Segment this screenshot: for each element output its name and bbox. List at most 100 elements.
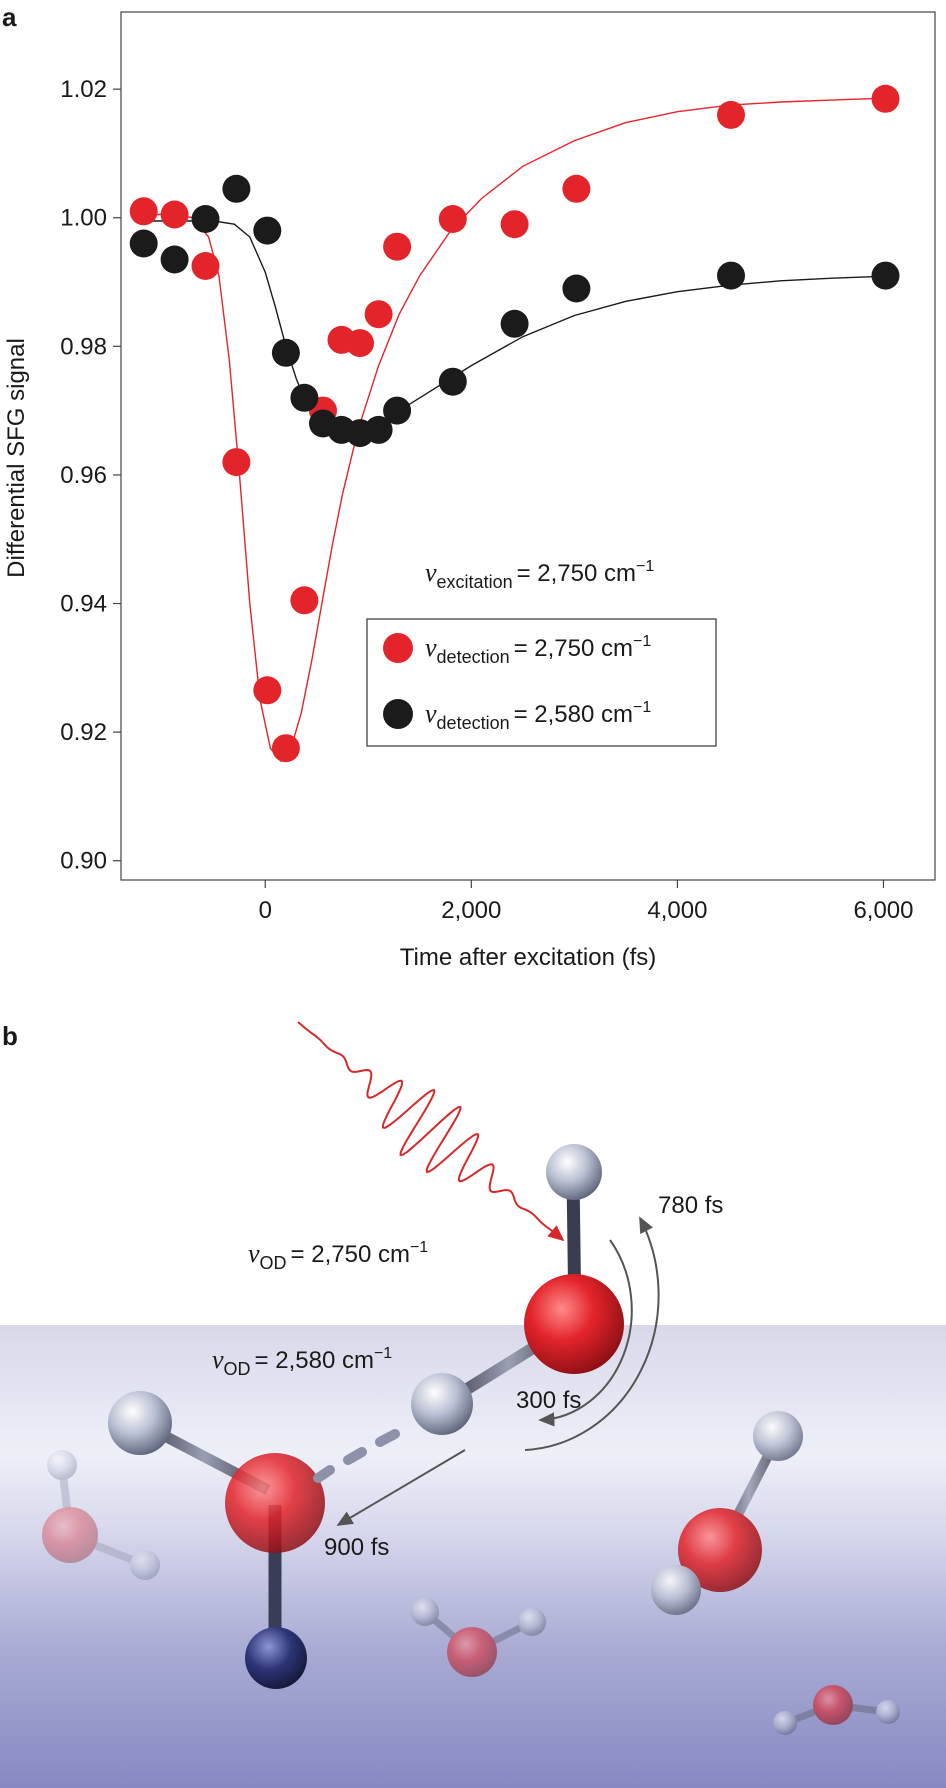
- vod-high-superscript: −1: [410, 1239, 428, 1256]
- legend-red-subscript: detection: [437, 647, 510, 667]
- time-300-label: 300 fs: [516, 1387, 581, 1414]
- y-tick-label: 0.92: [60, 719, 107, 746]
- legend-black-subscript: detection: [437, 713, 510, 733]
- data-point-black: [871, 261, 900, 290]
- panel-a-label: a: [2, 2, 17, 32]
- fit-curve-red: [141, 97, 884, 762]
- y-tick-label: 0.94: [60, 591, 107, 618]
- vod-high-label: νOD = 2,750 cm−1: [248, 1239, 428, 1273]
- data-point-red: [253, 676, 282, 705]
- data-point-red: [290, 586, 319, 615]
- data-point-red: [191, 252, 220, 280]
- vod-high-symbol: ν: [248, 1239, 260, 1268]
- data-point-black: [717, 261, 745, 290]
- data-point-red: [364, 300, 393, 329]
- legend: νdetection = 2,750 cm−1 νdetection = 2,580…: [366, 618, 717, 747]
- excited-molecule: [411, 1144, 624, 1435]
- legend-box: [366, 618, 717, 747]
- data-point-black: [290, 383, 319, 412]
- legend-entry-red: νdetection = 2,750 cm−1: [425, 633, 651, 667]
- acceptor-molecule: [108, 1391, 325, 1689]
- vod-low-symbol: ν: [212, 1345, 224, 1374]
- time-900-label: 900 fs: [324, 1534, 389, 1561]
- y-tick-label: 1.02: [60, 76, 107, 103]
- excitation-annotation: νexcitation = 2,750 cm−1: [425, 558, 654, 592]
- y-tick-label: 0.98: [60, 333, 107, 360]
- plot-frame: [120, 11, 936, 881]
- hydrogen-atom: [130, 1550, 160, 1580]
- oxygen-atom: [42, 1507, 98, 1563]
- x-axis: 0 2,000 4,000 6,000: [259, 880, 914, 924]
- oxygen-atom: [813, 1685, 853, 1725]
- data-point-black: [160, 245, 189, 274]
- vod-low-subscript: OD: [224, 1359, 251, 1379]
- data-point-black: [438, 367, 467, 396]
- chart-area: 0.90 0.92 0.94 0.96 0.98 1.00 1.02 0 2,000 4,000…: [3, 11, 936, 971]
- data-point-black: [191, 205, 220, 233]
- y-tick-label: 0.96: [60, 462, 107, 489]
- oxygen-atom: [524, 1274, 624, 1374]
- data-point-red: [871, 84, 900, 113]
- background-molecule-bottom-right: [773, 1685, 900, 1735]
- legend-red-symbol: ν: [425, 633, 437, 662]
- x-tick-label: 0: [259, 897, 272, 924]
- x-tick-label: 6,000: [853, 897, 913, 924]
- hydrogen-atom: [108, 1391, 172, 1455]
- hydrogen-atom: [546, 1144, 602, 1200]
- oxygen-atom: [678, 1508, 762, 1592]
- data-point-red: [562, 174, 591, 203]
- background-molecule-center: [411, 1598, 546, 1677]
- background-molecule-right: [651, 1411, 803, 1615]
- data-points: [129, 84, 900, 763]
- data-point-red: [160, 200, 189, 229]
- arrow-900fs: [336, 1449, 466, 1526]
- hydrogen-atom: [411, 1373, 473, 1435]
- excitation-value: = 2,750 cm: [517, 560, 636, 587]
- excitation-subscript: excitation: [437, 572, 513, 592]
- vod-high-value: = 2,750 cm: [291, 1241, 410, 1268]
- hydrogen-atom: [876, 1700, 900, 1724]
- legend-marker-black: [383, 699, 413, 729]
- data-point-black: [562, 274, 591, 303]
- molecular-diagram: 780 fs 300 fs 900 fs νOD = 2,750 cm−1 νOD…: [0, 1021, 946, 1788]
- data-point-red: [271, 734, 300, 763]
- x-tick-label: 2,000: [441, 897, 501, 924]
- hydrogen-atom: [773, 1711, 797, 1735]
- photon-wave-icon: [297, 1021, 565, 1242]
- excitation-symbol: ν: [425, 558, 437, 587]
- panel-b-label: b: [2, 1021, 18, 1051]
- data-point-red: [346, 329, 374, 358]
- data-point-black: [500, 309, 529, 338]
- hydrogen-atom: [411, 1598, 439, 1626]
- y-tick-label: 0.90: [60, 848, 107, 875]
- data-point-black: [222, 174, 251, 203]
- hydrogen-bond: [313, 1429, 400, 1483]
- hydrogen-atom: [518, 1608, 546, 1636]
- arrow-300fs: [538, 1239, 633, 1427]
- hydrogen-atom: [651, 1565, 701, 1615]
- legend-black-superscript: −1: [633, 699, 651, 716]
- legend-marker-red: [383, 633, 413, 663]
- time-780-label: 780 fs: [658, 1192, 723, 1219]
- legend-entry-black: νdetection = 2,580 cm−1: [425, 699, 651, 733]
- data-point-black: [271, 338, 300, 367]
- arrow-780fs: [524, 1216, 660, 1451]
- x-axis-label: Time after excitation (fs): [400, 944, 657, 971]
- data-point-red: [500, 210, 529, 239]
- excitation-superscript: −1: [636, 558, 654, 575]
- data-point-red: [717, 100, 745, 129]
- vod-low-superscript: −1: [374, 1345, 392, 1362]
- data-point-red: [222, 448, 251, 477]
- data-point-black: [253, 216, 282, 245]
- data-point-black: [383, 396, 412, 425]
- hydrogen-atom: [753, 1411, 803, 1461]
- data-point-red: [129, 197, 158, 226]
- vod-low-label: νOD = 2,580 cm−1: [212, 1345, 392, 1379]
- legend-black-symbol: ν: [425, 699, 437, 728]
- vod-high-subscript: OD: [260, 1253, 287, 1273]
- x-tick-label: 4,000: [647, 897, 707, 924]
- y-axis-label: Differential SFG signal: [3, 338, 30, 578]
- data-point-red: [438, 205, 467, 233]
- y-axis: 0.90 0.92 0.94 0.96 0.98 1.00 1.02: [60, 76, 121, 875]
